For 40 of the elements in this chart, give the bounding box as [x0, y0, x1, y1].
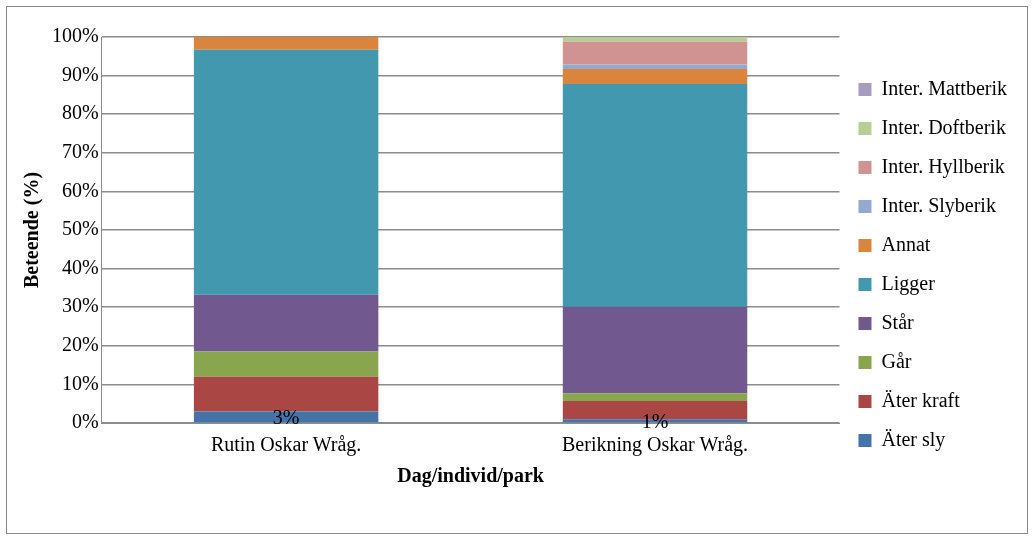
y-tick-label: 10%: [61, 371, 99, 394]
y-tick-label: 50%: [61, 217, 99, 240]
data-label: 3%: [272, 406, 300, 429]
legend-label: Ligger: [881, 271, 936, 295]
bar: [562, 306, 748, 394]
y-tick-label: 80%: [61, 101, 99, 124]
x-axis-title: Dag/individ/park: [397, 464, 545, 488]
bar: [562, 84, 748, 307]
legend-label: Inter. Hyllberik: [881, 154, 1005, 178]
y-axis-title: Beteende (%): [20, 171, 44, 289]
y-tick-label: 70%: [61, 140, 99, 163]
bar: [193, 411, 379, 423]
bar: [562, 64, 748, 70]
legend-label: Annat: [881, 232, 931, 255]
bar: [562, 37, 748, 42]
bar: [562, 41, 748, 65]
x-tick-label: Berikning Oskar Wråg.: [562, 433, 749, 457]
y-tick-label: 100%: [51, 24, 99, 47]
legend-label: Inter. Mattberik: [881, 76, 1008, 99]
bar: [193, 294, 379, 352]
y-tick-label: 30%: [61, 294, 99, 317]
y-tick-label: 90%: [61, 62, 99, 85]
legend-label: Äter kraft: [881, 388, 961, 411]
legend-label: Äter sly: [881, 427, 946, 451]
bar: [193, 351, 379, 377]
legend-label: Går: [881, 349, 912, 372]
bar: [562, 69, 748, 85]
legend-label: Inter. Slyberik: [881, 193, 996, 217]
y-tick-label: 20%: [61, 333, 99, 356]
data-label: 1%: [641, 409, 669, 432]
y-tick-label: 60%: [61, 178, 99, 201]
y-tick-label: 0%: [71, 410, 99, 433]
bar: [193, 37, 379, 50]
bar: [193, 376, 379, 412]
bar: [193, 49, 379, 295]
bar: [562, 393, 748, 401]
legend-label: Står: [881, 310, 915, 333]
legend-label: Inter. Doftberik: [881, 115, 1006, 138]
x-tick-label: Rutin Oskar Wråg.: [210, 433, 362, 457]
y-tick-label: 40%: [61, 255, 99, 278]
